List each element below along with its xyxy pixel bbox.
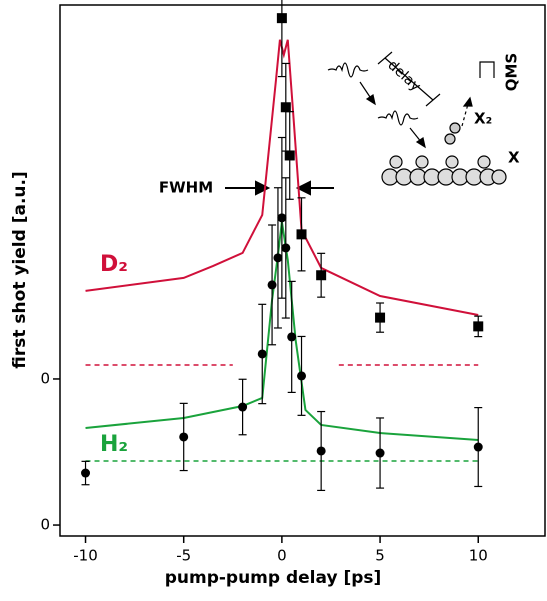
fwhm-arrows	[225, 180, 334, 196]
x-tick-label: 0	[277, 547, 287, 565]
data-point	[316, 446, 326, 456]
inset-x2-label: X₂	[474, 110, 492, 128]
inset-diagram	[327, 51, 507, 186]
data-point	[281, 243, 291, 253]
inset-x-label: X	[508, 149, 520, 167]
y-tick-label: 0	[40, 516, 50, 534]
data-point	[267, 280, 277, 290]
data-point	[273, 253, 283, 263]
data-point	[473, 321, 484, 332]
data-point	[296, 229, 307, 240]
inset-delay-label: delay	[384, 57, 423, 94]
data-point	[297, 371, 307, 381]
series-label: H₂	[100, 432, 128, 457]
x-tick-label: -10	[73, 547, 98, 565]
x-axis-label: pump-pump delay [ps]	[165, 568, 382, 588]
data-point	[375, 312, 386, 323]
data-point	[277, 213, 287, 223]
x-tick-label: -5	[176, 547, 191, 565]
data-point	[473, 442, 483, 452]
data-point	[179, 432, 189, 442]
data-point	[276, 13, 287, 24]
data-point	[280, 102, 291, 113]
data-point	[238, 402, 248, 412]
data-point	[81, 468, 91, 478]
fwhm-label: FWHM	[159, 179, 213, 197]
x-tick-label: 10	[469, 547, 488, 565]
y-axis-label: first shot yield [a.u.]	[10, 171, 30, 368]
data-point	[375, 448, 385, 458]
data-point	[284, 150, 295, 161]
data-point	[257, 349, 267, 359]
inset-qms-label: QMS	[503, 53, 521, 91]
data-point	[287, 332, 297, 342]
x-tick-label: 5	[375, 547, 385, 565]
series-label: D₂	[100, 252, 128, 277]
data-point	[316, 270, 327, 281]
y-tick-label: 0	[40, 369, 50, 387]
plot-frame	[59, 4, 546, 537]
